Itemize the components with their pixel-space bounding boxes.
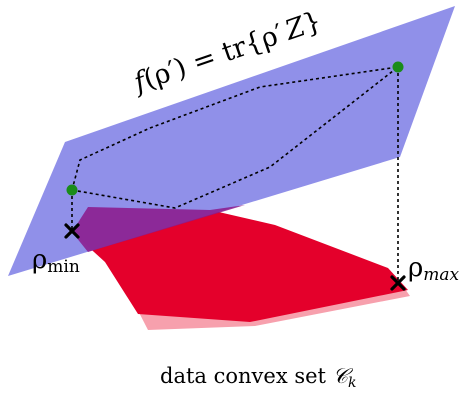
rho-max-label: ρmax <box>408 253 460 285</box>
rho-min-marker <box>64 223 80 239</box>
rho-min-label: ρmin <box>32 245 80 277</box>
max-value-point <box>392 61 404 73</box>
caption: data convex set 𝒞k <box>160 364 356 391</box>
caption-text: data convex set <box>160 364 333 388</box>
rho-max-subscript: max <box>423 265 459 285</box>
min-value-point <box>66 184 78 196</box>
upper-dotted-path <box>71 66 399 191</box>
close-paren-equals: ) = <box>170 42 220 85</box>
plane-equation-label: f(ρ′) = tr{ρ′Z} <box>128 6 325 100</box>
rho-min-subscript: min <box>47 257 80 277</box>
lower-dotted-path <box>71 66 399 209</box>
convex-set <box>72 207 408 322</box>
rho-max-symbol: ρ <box>408 253 423 283</box>
rho-max-marker <box>390 275 406 291</box>
caption-subscript: k <box>348 375 356 391</box>
rho-min-symbol: ρ <box>32 245 47 275</box>
plane-set-overlap <box>72 205 245 252</box>
dotted-projection-lines <box>71 66 399 282</box>
